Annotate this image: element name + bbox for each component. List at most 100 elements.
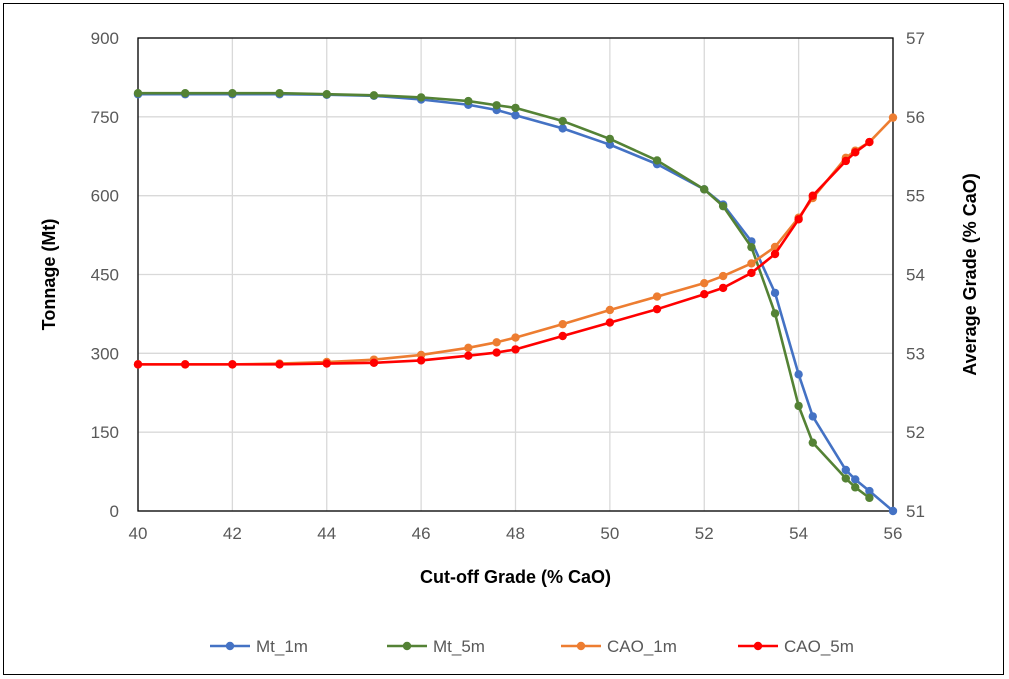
data-point [416, 93, 426, 102]
data-point [770, 309, 780, 318]
legend: Mt_1m Mt_5m CAO_1m CAO_5m [210, 637, 854, 656]
data-point [718, 201, 728, 211]
tick-labels: 40 42 44 46 48 50 52 54 560150300450600750900515… [91, 29, 925, 543]
legend-item-cao-5m: CAO_5m [738, 637, 854, 656]
y-tick-label: 450 [91, 266, 119, 285]
data-point [794, 401, 803, 411]
data-point [747, 268, 756, 278]
legend-label: CAO_5m [784, 637, 854, 656]
data-point [841, 156, 851, 166]
series-cao-5m [133, 137, 874, 369]
data-point [794, 370, 803, 379]
y-axis-title: Tonnage (Mt) [39, 219, 59, 331]
y2-tick-label: 54 [906, 266, 925, 285]
x-tick-label: 46 [412, 524, 431, 543]
data-point [180, 360, 190, 369]
data-point [851, 483, 860, 492]
y2-tick-label: 56 [906, 108, 925, 127]
y-tick-label: 600 [91, 187, 119, 206]
x-tick-label: 54 [789, 524, 808, 543]
data-point [888, 113, 898, 122]
legend-item-mt-1m: Mt_1m [210, 637, 308, 656]
data-point [808, 438, 817, 447]
data-point [851, 475, 860, 484]
series-mt-5m [133, 88, 874, 503]
data-point [718, 271, 728, 281]
y-tick-label: 0 [110, 502, 119, 521]
y-tick-label: 300 [91, 344, 119, 363]
y-tick-label: 900 [91, 29, 119, 48]
legend-swatch-marker [402, 641, 412, 651]
x-tick-label: 44 [317, 524, 336, 543]
data-point [275, 88, 284, 98]
data-point [511, 111, 520, 120]
x-axis-title: Cut-off Grade (% CaO) [420, 567, 611, 587]
data-point [770, 288, 780, 298]
data-point [794, 215, 803, 224]
data-point [841, 474, 851, 483]
data-point [558, 124, 567, 133]
data-point [718, 283, 728, 293]
data-point [464, 343, 473, 353]
data-point [652, 156, 662, 165]
data-point [228, 360, 237, 369]
y2-tick-label: 53 [906, 344, 925, 363]
data-point [180, 88, 190, 98]
x-tick-label: 56 [884, 524, 903, 543]
y2-tick-label: 52 [906, 423, 925, 442]
legend-swatch-marker [576, 641, 586, 651]
data-point [511, 345, 520, 354]
legend-label: Mt_5m [433, 637, 485, 656]
y2-axis-title: Average Grade (% CaO) [960, 173, 980, 375]
series-line [138, 91, 871, 499]
data-point [700, 290, 709, 299]
data-point [464, 96, 473, 106]
data-point [605, 318, 615, 327]
data-point [492, 338, 501, 347]
data-point [464, 351, 473, 360]
data-point [700, 185, 709, 194]
data-point [652, 292, 662, 301]
data-point [841, 465, 851, 475]
data-point [492, 101, 501, 110]
legend-label: Mt_1m [256, 637, 308, 656]
data-point [605, 134, 615, 144]
x-tick-label: 40 [129, 524, 148, 543]
y-tick-label: 750 [91, 108, 119, 127]
data-point [416, 356, 426, 365]
data-point [605, 305, 615, 315]
data-point [808, 191, 817, 200]
data-point [700, 278, 709, 288]
x-tick-label: 52 [695, 524, 714, 543]
data-point [652, 304, 662, 314]
y2-tick-label: 57 [906, 29, 925, 48]
data-point [888, 506, 898, 516]
data-point [558, 116, 567, 126]
line-chart: 40 42 44 46 48 50 52 54 560150300450600750900515… [39, 29, 980, 656]
data-point [865, 137, 874, 147]
legend-item-cao-1m: CAO_1m [561, 637, 677, 656]
series-line [138, 141, 871, 366]
plot-area-border [137, 37, 894, 512]
data-point [322, 90, 331, 99]
data-point [808, 412, 817, 421]
legend-swatch-marker [753, 641, 763, 651]
data-point [228, 88, 237, 98]
legend-item-mt-5m: Mt_5m [387, 637, 485, 656]
y2-tick-label: 51 [906, 502, 925, 521]
data-point [369, 91, 379, 100]
x-tick-label: 42 [223, 524, 242, 543]
chart-frame: 40 42 44 46 48 50 52 54 56 0 150 300 450 600 750 900 51 5… [3, 3, 1004, 675]
data-point [558, 319, 567, 329]
data-point [133, 88, 143, 98]
data-point [865, 486, 874, 496]
data-point [275, 360, 284, 369]
data-point [492, 348, 501, 357]
data-point [747, 242, 756, 252]
data-point [511, 103, 520, 113]
y-tick-label: 150 [91, 423, 119, 442]
y2-tick-label: 55 [906, 187, 925, 206]
data-point [865, 493, 874, 503]
data-point [558, 331, 567, 341]
data-point [133, 360, 143, 369]
